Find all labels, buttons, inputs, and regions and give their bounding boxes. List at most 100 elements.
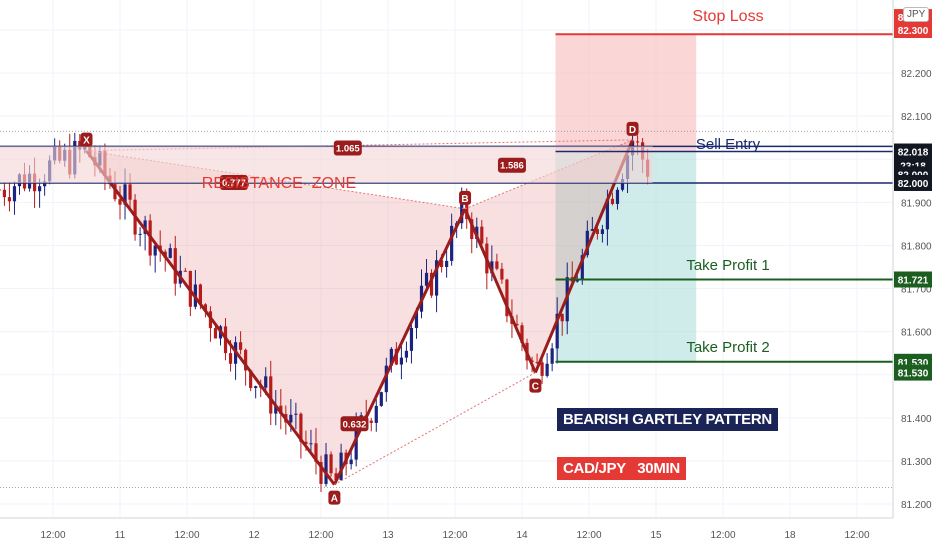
- candle-body: [575, 279, 579, 282]
- pattern-points: X A B C D: [80, 121, 639, 505]
- candle-body: [605, 198, 610, 230]
- candle-body: [269, 376, 273, 414]
- candle-body: [429, 272, 434, 296]
- x-tick-label: 15: [650, 530, 662, 541]
- point-badge-b: [459, 190, 472, 205]
- candle-body: [7, 197, 12, 202]
- ratio-badge: [333, 140, 362, 156]
- candle-body: [414, 311, 419, 328]
- candle-body: [118, 199, 122, 205]
- point-badge-c: [529, 378, 542, 393]
- candle-body: [38, 186, 42, 192]
- candle-body: [314, 443, 318, 462]
- candle-body: [203, 304, 208, 312]
- pattern-fill: [86, 139, 633, 485]
- ratio-badge: [219, 174, 248, 190]
- x-tick-label: 12:00: [576, 530, 601, 541]
- price-tag: [894, 143, 932, 160]
- candle-body: [460, 197, 464, 224]
- candle-body: [590, 229, 594, 231]
- candle-body: [600, 229, 604, 235]
- price-tag: [894, 271, 932, 288]
- candle-body: [198, 284, 202, 305]
- ratio-label: 0.632: [343, 419, 367, 430]
- candle-body: [12, 186, 17, 202]
- candle-body: [183, 270, 187, 272]
- candle-body: [138, 233, 142, 235]
- candle-body: [349, 459, 353, 465]
- point-badge-a: [328, 490, 341, 505]
- price-tag-label: 82.018: [898, 148, 929, 159]
- candle-body: [334, 473, 338, 480]
- candle-body: [374, 405, 378, 423]
- pattern-title: BEARISH GARTLEY PATTERN: [557, 408, 778, 431]
- time-axis: 12:00 11 12:00 12 12:00 13 12:00 14 12:00 15 12:00…: [0, 517, 893, 550]
- xab-triangle: [86, 150, 466, 485]
- y-tick-label: 82.100: [901, 112, 932, 123]
- candle-body: [339, 452, 343, 480]
- candle-body: [555, 313, 559, 349]
- candle-body: [595, 229, 599, 235]
- candle-body: [379, 392, 383, 406]
- candle-body: [450, 225, 454, 261]
- candle-body: [495, 261, 499, 269]
- y-tick-label: 81.900: [901, 198, 932, 209]
- grid: [0, 0, 893, 518]
- candle-body: [610, 198, 615, 204]
- candle-body: [123, 184, 127, 205]
- ratio-badge: [340, 416, 369, 432]
- x-tick-label: 12: [248, 530, 260, 541]
- candle-body: [78, 140, 82, 150]
- point-badge-x: [80, 132, 93, 147]
- point-label-a: A: [331, 494, 338, 505]
- price-tag-label: 81.530: [898, 369, 929, 380]
- candle-body: [274, 405, 278, 414]
- pattern-leg: [463, 208, 537, 374]
- ratio-badge: [497, 157, 526, 173]
- candle-body: [480, 226, 484, 244]
- pattern-leg: [85, 149, 336, 486]
- candle-body: [389, 348, 393, 366]
- candle-body: [324, 454, 328, 484]
- price-tag-label: 82.000: [898, 179, 929, 190]
- candle-body: [440, 260, 444, 268]
- candle-body: [515, 323, 519, 326]
- y-tick-label: 82.200: [901, 69, 932, 80]
- y-tick-label: 81.700: [901, 285, 932, 296]
- y-tick-label: 81.200: [901, 500, 932, 511]
- candle-body: [545, 363, 549, 376]
- candle-body: [294, 413, 298, 415]
- bcd-triangle: [465, 139, 633, 373]
- price-tag: [894, 22, 932, 38]
- y-tick-label: 81.600: [901, 328, 932, 339]
- y-tick-label: 81.400: [901, 414, 932, 425]
- candle-body: [399, 357, 403, 365]
- ratio-label: 0.777: [222, 178, 246, 189]
- xaxis-bg: [0, 518, 893, 550]
- candle-body: [213, 328, 218, 339]
- currency-badge[interactable]: JPY: [903, 7, 930, 22]
- candle-body: [289, 414, 293, 423]
- x-tick-label: 18: [784, 530, 796, 541]
- price-axis: 81.20081.30081.40081.50081.60081.70081.8…: [892, 0, 932, 550]
- price-tag-label: 81.530: [898, 358, 929, 369]
- candle-body: [635, 141, 640, 143]
- candle-body: [244, 349, 248, 371]
- y-tick-label: 81.300: [901, 457, 932, 468]
- candle-body: [254, 386, 258, 388]
- candle-body: [43, 181, 47, 187]
- candle-body: [434, 260, 439, 296]
- candle-body: [309, 443, 313, 445]
- candle-body: [500, 268, 504, 280]
- resistance-zone-label: RESISTANCE ZONE: [202, 175, 356, 192]
- pattern-leg: [333, 208, 467, 486]
- x-tick-label: 12:00: [308, 530, 333, 541]
- ratio-labels: 1.065 0.777 1.586 0.632: [219, 140, 526, 432]
- candle-body: [128, 184, 132, 200]
- x-tick-label: 12:00: [40, 530, 65, 541]
- candle-body: [550, 348, 554, 364]
- candle-body: [279, 405, 283, 415]
- point-label-d: D: [629, 125, 636, 136]
- candle-body: [173, 248, 177, 284]
